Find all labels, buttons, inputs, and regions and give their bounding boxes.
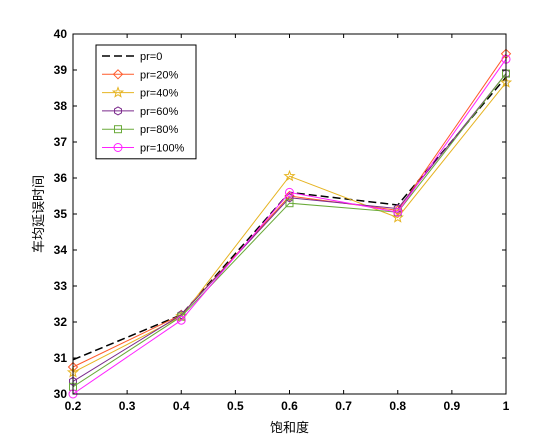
data-point [176,315,186,325]
y-tick-label: 34 [54,243,68,257]
legend-label: pr=80% [140,124,178,136]
legend-label: pr=20% [140,69,178,81]
legend-box [95,44,197,160]
series-line [72,73,507,382]
ticks-layer: 0.2 0.3 0.4 0.5 0.6 0.7 0.8 0.9 1 30 31 32 33 34 35 36 3… [54,27,510,413]
data-point [285,187,294,197]
data-point [284,190,295,202]
x-tick-label: 0.7 [335,399,352,413]
legend-item: pr=80% [102,124,178,136]
y-tick-label: 32 [54,315,68,329]
legend-label: pr=0 [140,51,162,63]
x-tick-label: 0.4 [173,399,190,413]
y-tick-label: 39 [54,63,68,77]
x-tick-label: 0.5 [227,399,244,413]
y-tick-label: 38 [54,99,68,113]
y-tick-label: 40 [54,27,68,41]
x-tick-label: 0.9 [444,399,461,413]
data-point [285,199,294,208]
legend-label: pr=40% [140,88,178,100]
legend-item: pr=0 [102,51,162,63]
y-tick-label: 36 [54,171,68,185]
y-tick-label: 35 [54,207,68,221]
legend-swatch-marker [114,125,122,134]
legend-swatch-marker [113,143,123,152]
legend-item: pr=20% [102,69,178,81]
x-axis-label: 饱和度 [270,420,309,436]
y-tick-label: 30 [54,387,68,401]
y-tick-label: 37 [54,135,68,149]
legend-label: pr=60% [140,106,178,118]
y-axis-label: 车均延误时间 [31,175,47,253]
x-tick-label: 0.8 [389,399,406,413]
legend-swatch-marker [114,106,122,116]
y-tick-label: 31 [54,351,68,365]
x-tick-label: 0.3 [119,399,136,413]
legend-label: pr=100% [140,143,185,155]
series-layer [66,48,513,399]
series-line [72,58,507,395]
data-point [283,169,296,182]
series-line [72,82,507,373]
legend-item: pr=40% [102,86,178,100]
x-tick-label: 0.6 [281,399,298,413]
x-tick-label: 0.2 [65,399,82,413]
data-point [393,207,403,217]
y-tick-label: 33 [54,279,68,293]
legend-swatch-marker [111,86,125,98]
legend: pr=0 pr=20% pr=40% pr=60% pr=80% pr=100% [95,44,197,160]
legend-item: pr=60% [102,106,178,118]
legend-swatch-marker [112,69,124,80]
series-line [72,73,507,388]
legend-item: pr=100% [102,143,185,155]
x-tick-label: 1 [503,399,510,413]
